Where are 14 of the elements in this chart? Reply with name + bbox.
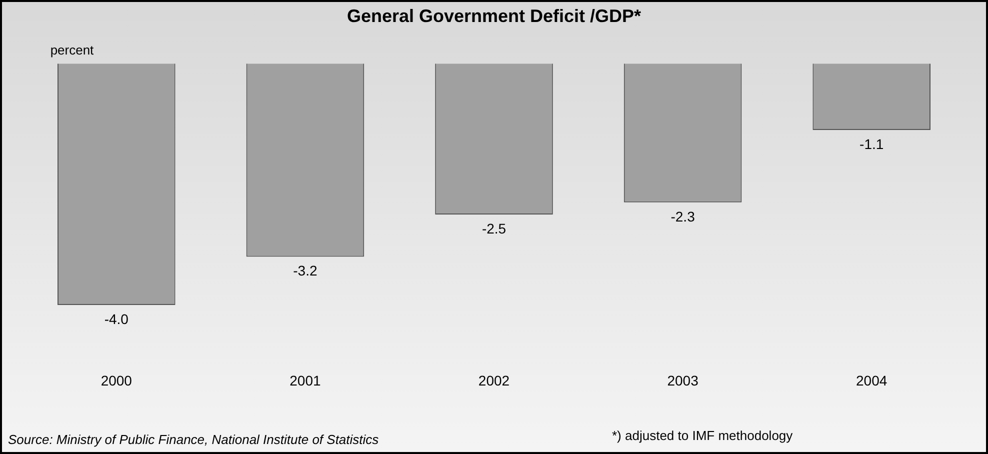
x-tick-label: 2004 [856, 372, 888, 388]
text: *) adjusted to IMF methodology [612, 428, 793, 443]
x-tick-label: 2003 [667, 372, 699, 388]
data-label: -1.1 [860, 136, 884, 152]
source-note: Source: Ministry of Public Finance, National Institute of Statistics [8, 432, 379, 447]
x-tick-label: 2000 [100, 372, 132, 388]
data-label: -2.5 [482, 220, 506, 236]
data-label: -2.3 [670, 208, 696, 224]
chart-title: General Government Deficit /GDP* [346, 6, 642, 26]
data-label: -3.2 [293, 262, 318, 279]
x-tick-label: 2002 [478, 372, 510, 388]
y-axis-title: percent [50, 42, 94, 58]
x-tick-label: 2001 [290, 372, 321, 388]
data-label: -4.0 [104, 310, 129, 327]
